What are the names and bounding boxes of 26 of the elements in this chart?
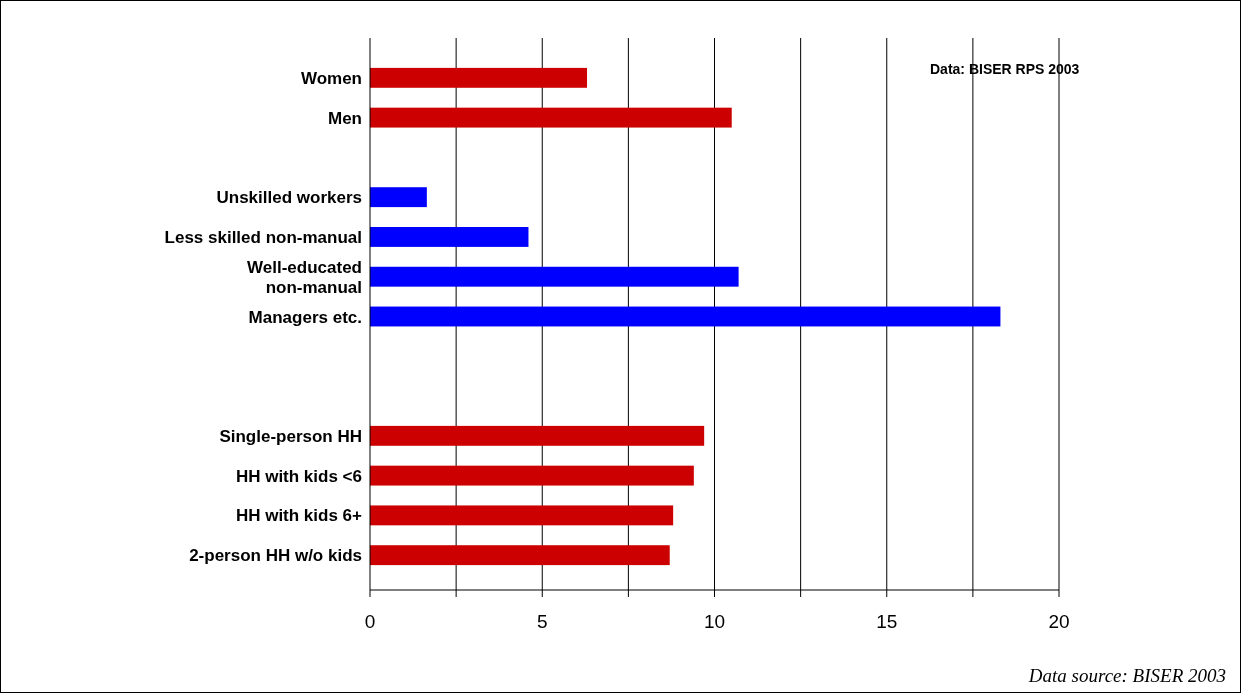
bar: [370, 505, 674, 526]
y-tick-label: Women: [300, 68, 362, 88]
x-tick-label: 20: [1048, 611, 1070, 632]
bar: [370, 425, 705, 446]
y-tick-label: HH with kids <6: [235, 466, 362, 486]
y-tick-label: HH with kids 6+: [235, 505, 363, 525]
bar: [370, 67, 588, 88]
y-tick-label: Less skilled non-manual: [164, 227, 362, 247]
y-tick-label: Single-person HH: [219, 426, 362, 446]
bar: [370, 545, 670, 566]
bar: [370, 266, 739, 287]
y-tick-label: 2-person HH w/o kids: [189, 545, 362, 565]
x-tick-label: 10: [703, 611, 726, 632]
x-tick-label: 0: [364, 611, 376, 632]
y-tick-label: Managers etc.: [248, 307, 362, 326]
bar: [370, 306, 1001, 327]
source-note: Data source: BISER 2003: [1027, 665, 1226, 686]
bar: [370, 227, 529, 247]
bar: [370, 465, 694, 486]
y-tick-label: Unskilled workers: [216, 187, 362, 207]
y-tick-label: Well-educated non-manual: [247, 257, 362, 297]
bar: [370, 187, 427, 208]
x-tick-label: 15: [876, 611, 898, 632]
y-tick-label: Men: [328, 108, 362, 128]
bar: [370, 107, 732, 128]
x-tick-label: 5: [536, 611, 548, 632]
